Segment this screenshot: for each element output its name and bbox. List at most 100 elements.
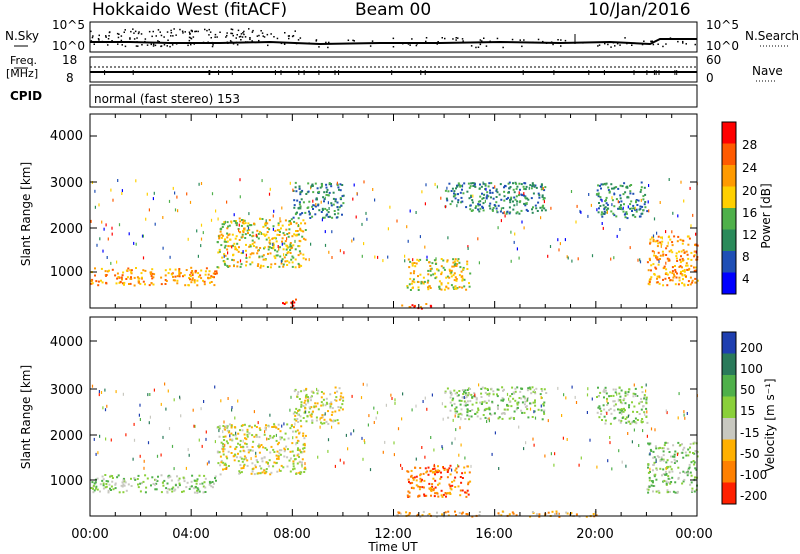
scatter-cell: [512, 208, 515, 211]
nsky-dot: [402, 42, 404, 45]
nave-tick-bottom: 0: [706, 71, 714, 85]
noise-cell: [165, 407, 167, 411]
scatter-cell: [666, 491, 669, 494]
scatter-cell: [446, 471, 449, 473]
scatter-cell: [294, 430, 297, 433]
scatter-cell: [447, 190, 450, 193]
scatter-cell: [293, 307, 296, 310]
scatter-cell: [466, 260, 469, 263]
scatter-cell: [286, 260, 289, 263]
noise-cell: [308, 258, 310, 262]
scatter-cell: [413, 262, 416, 264]
scatter-cell: [229, 445, 232, 448]
velocity-cb-tick: 50: [740, 383, 755, 397]
scatter-cell: [225, 240, 228, 243]
noise-cell: [650, 427, 653, 431]
scatter-cell: [446, 275, 449, 278]
noise-cell: [376, 411, 379, 415]
scatter-cell: [116, 272, 119, 275]
scatter-cell: [129, 282, 132, 285]
scatter-cell: [488, 394, 491, 397]
scatter-cell: [305, 387, 308, 390]
noise-cell: [513, 240, 515, 244]
colorbar-segment: [722, 272, 736, 295]
scatter-cell: [408, 481, 410, 483]
scatter-cell: [453, 279, 456, 282]
scatter-cell: [526, 197, 529, 200]
scatter-cell: [510, 196, 513, 199]
scatter-cell: [233, 220, 236, 222]
scatter-cell: [684, 471, 686, 474]
scatter-cell: [521, 194, 524, 197]
scatter-cell: [224, 463, 227, 466]
scatter-cell: [233, 265, 235, 268]
scatter-cell: [427, 473, 430, 476]
scatter-cell: [273, 425, 276, 428]
scatter-cell: [298, 185, 301, 188]
scatter-cell: [626, 185, 629, 188]
scatter-cell: [447, 282, 450, 285]
scatter-cell: [333, 213, 336, 216]
scatter-cell: [604, 419, 607, 422]
scatter-cell: [603, 208, 606, 210]
scatter-cell: [523, 194, 525, 197]
scatter-cell: [316, 187, 319, 190]
noise-cell: [217, 217, 219, 221]
scatter-cell: [484, 408, 487, 411]
scatter-cell: [638, 402, 641, 405]
nsky-dot: [425, 37, 428, 39]
scatter-cell: [648, 479, 651, 482]
noise-cell: [167, 389, 169, 393]
noise-cell: [121, 192, 123, 195]
scatter-cell: [202, 485, 205, 488]
scatter-cell: [474, 207, 477, 209]
noise-cell: [103, 227, 105, 231]
scatter-cell: [315, 197, 318, 200]
scatter-cell: [489, 207, 492, 210]
noise-cell: [200, 223, 203, 227]
scatter-cell: [693, 254, 696, 257]
scatter-cell: [239, 429, 241, 432]
scatter-cell: [434, 263, 437, 265]
scatter-cell: [455, 514, 457, 516]
scatter-cell: [635, 210, 638, 213]
scatter-cell: [448, 268, 451, 271]
scatter-cell: [298, 432, 301, 435]
scatter-cell: [488, 204, 491, 207]
scatter-cell: [258, 255, 261, 258]
scatter-cell: [422, 510, 425, 513]
scatter-cell: [232, 244, 234, 247]
scatter-cell: [123, 480, 126, 483]
scatter-cell: [303, 389, 306, 392]
scatter-cell: [230, 452, 233, 454]
scatter-cell: [621, 409, 624, 412]
scatter-cell: [665, 272, 668, 275]
scatter-cell: [341, 195, 344, 198]
nsky-dot: [249, 37, 251, 39]
noise-cell: [203, 400, 205, 403]
scatter-cell: [689, 443, 692, 445]
scatter-cell: [292, 430, 294, 433]
noise-cell: [319, 425, 321, 429]
scatter-cell: [675, 255, 678, 258]
scatter-cell: [269, 434, 272, 437]
scatter-cell: [468, 186, 471, 189]
scatter-cell: [678, 279, 681, 282]
noise-cell: [255, 451, 257, 455]
noise-cell: [264, 426, 266, 430]
scatter-cell: [248, 245, 251, 248]
nsky-dot: [207, 41, 209, 43]
scatter-cell: [237, 452, 239, 455]
scatter-cell: [295, 407, 298, 410]
scatter-cell: [252, 440, 255, 443]
scatter-cell: [259, 247, 262, 249]
scatter-cell: [508, 187, 511, 190]
scatter-cell: [254, 464, 257, 467]
scatter-cell: [270, 263, 273, 266]
scatter-cell: [417, 281, 420, 283]
scatter-cell: [689, 446, 691, 449]
scatter-cell: [144, 269, 147, 272]
noise-cell: [197, 254, 199, 258]
colorbar-segment: [722, 143, 736, 166]
scatter-cell: [406, 285, 409, 287]
